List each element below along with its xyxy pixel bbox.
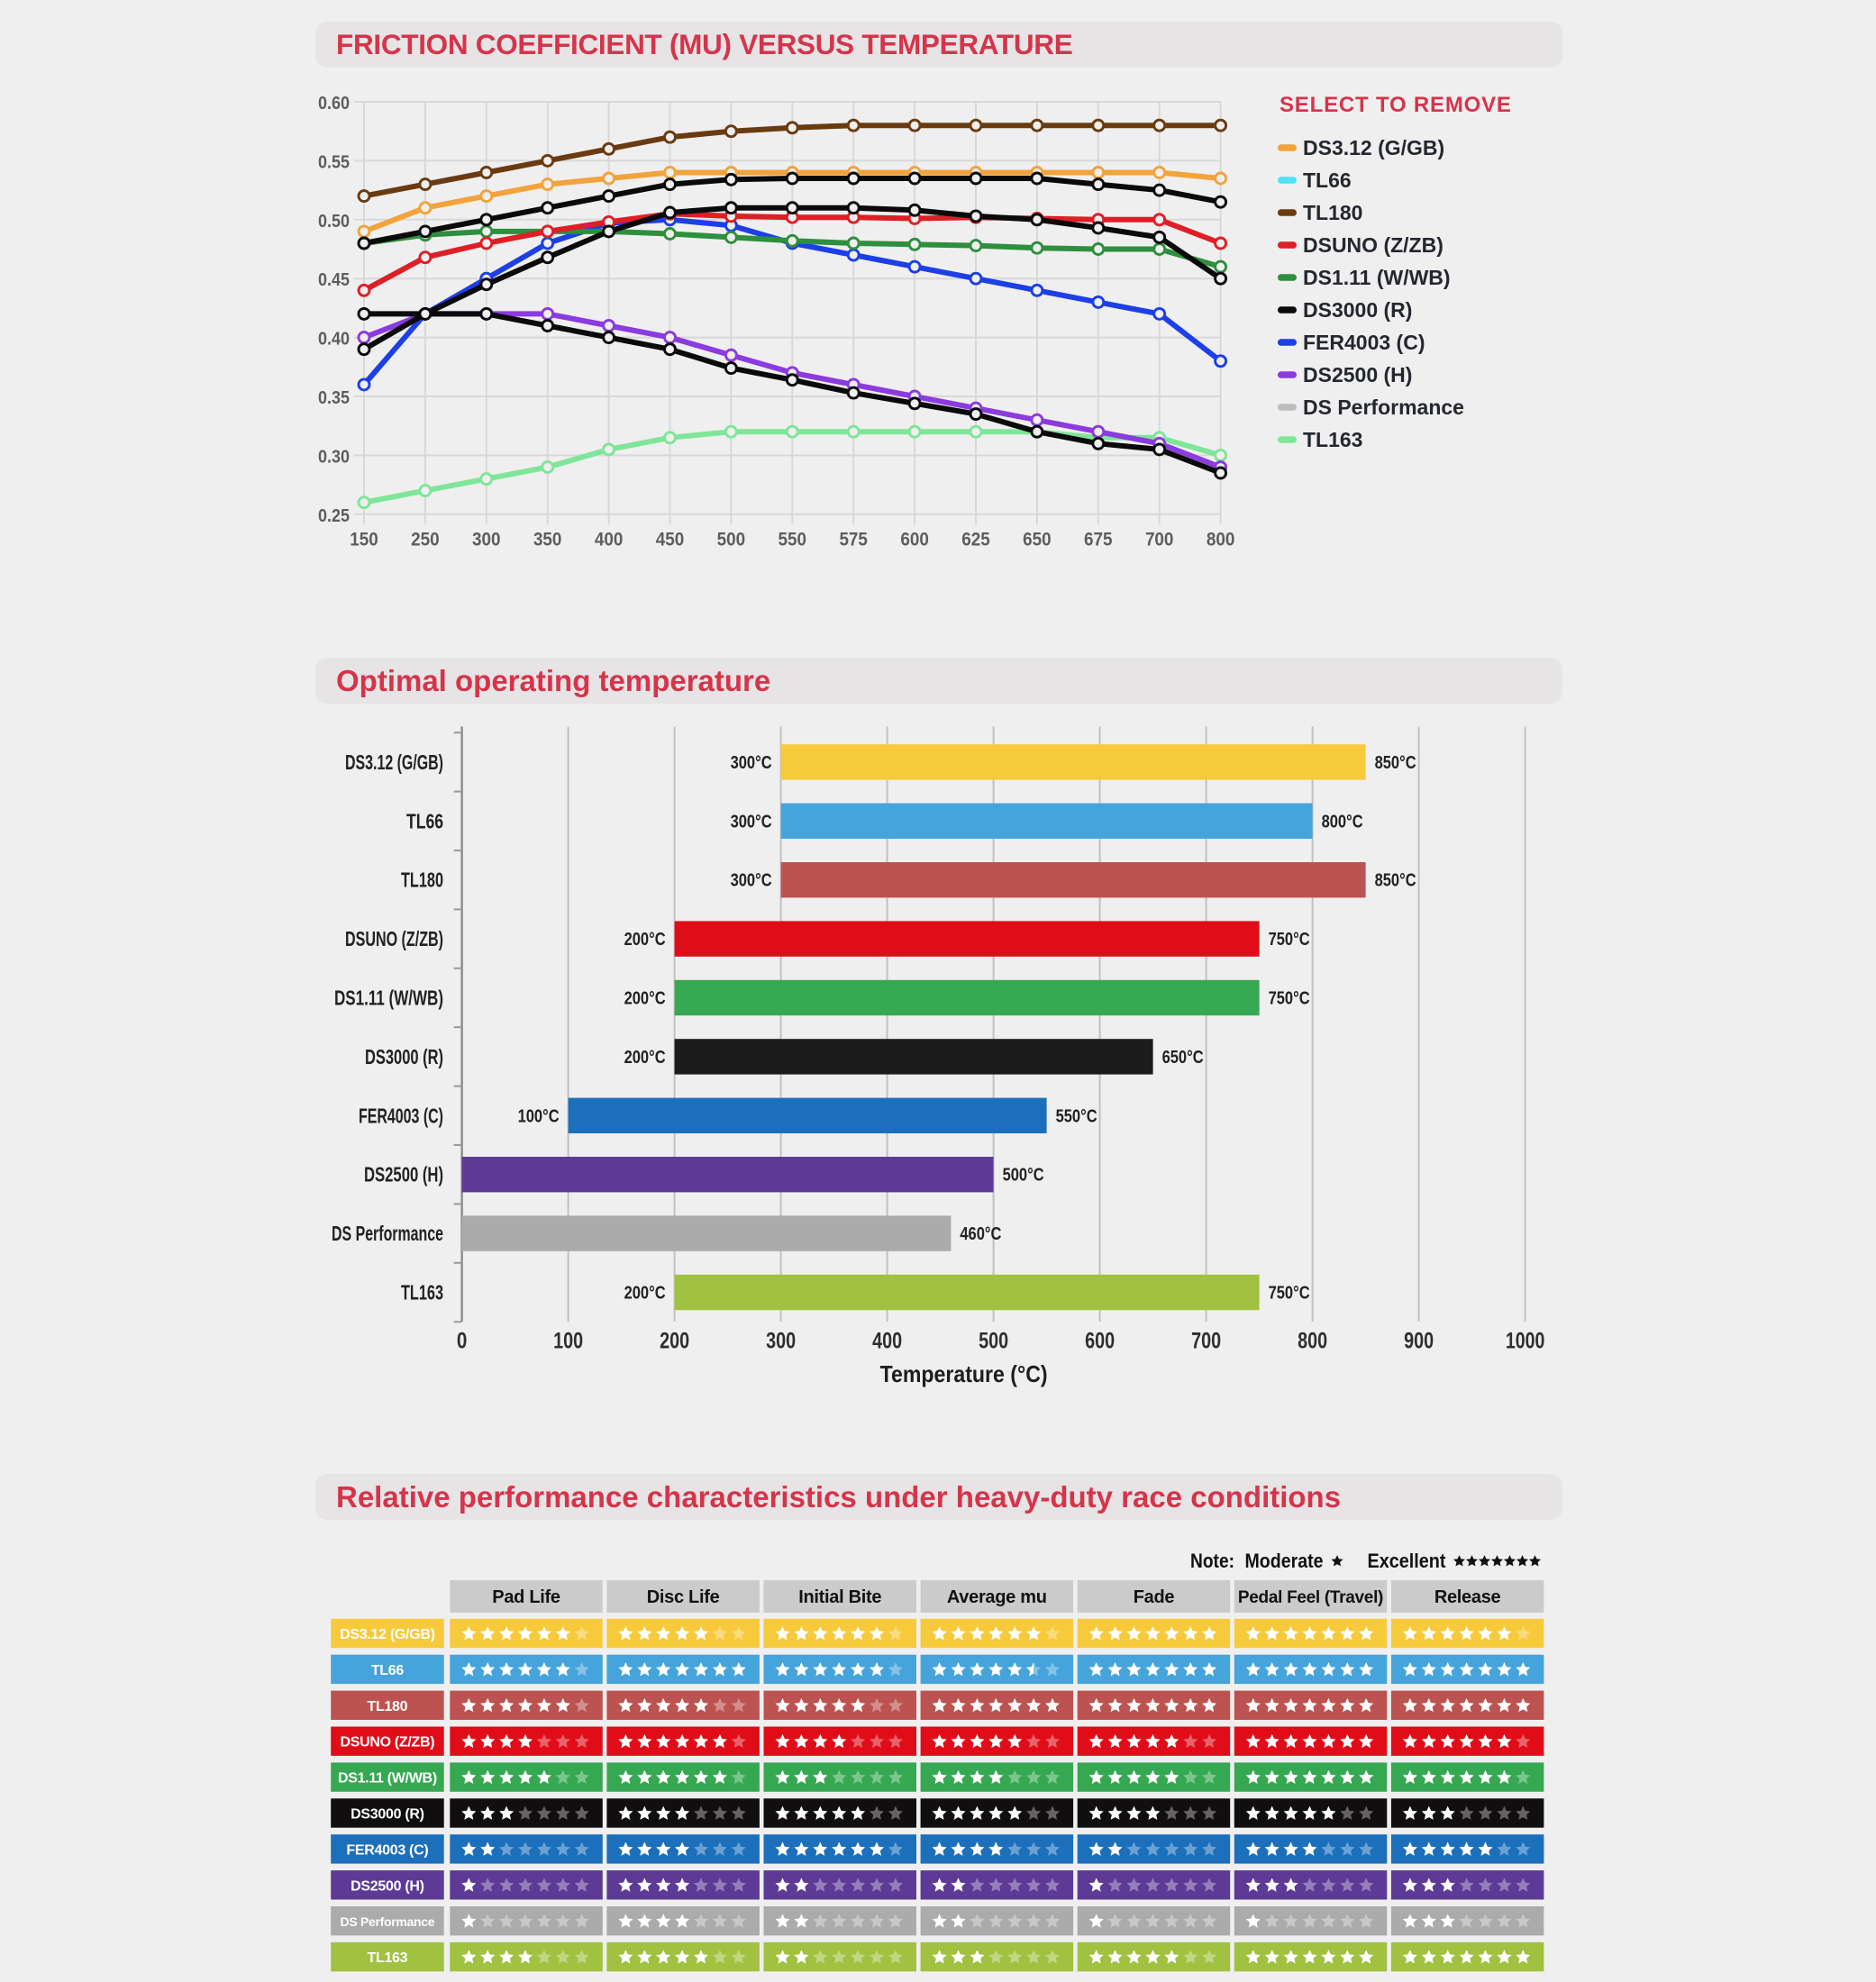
- svg-text:800: 800: [1298, 1329, 1327, 1354]
- svg-text:TL180: TL180: [1303, 201, 1362, 224]
- svg-text:250: 250: [411, 529, 440, 550]
- svg-text:800: 800: [1207, 529, 1235, 550]
- svg-text:500°C: 500°C: [1003, 1166, 1044, 1186]
- svg-text:800°C: 800°C: [1322, 812, 1363, 832]
- svg-text:Fade: Fade: [1134, 1587, 1175, 1607]
- svg-text:DS2500 (H): DS2500 (H): [1303, 363, 1412, 386]
- svg-text:200°C: 200°C: [624, 1048, 666, 1068]
- svg-text:Release: Release: [1434, 1587, 1501, 1607]
- svg-text:TL163: TL163: [1303, 428, 1362, 451]
- svg-text:TL163: TL163: [368, 1950, 408, 1966]
- svg-text:750°C: 750°C: [1269, 1284, 1310, 1304]
- svg-text:Pedal Feel (Travel): Pedal Feel (Travel): [1238, 1588, 1383, 1607]
- svg-text:200°C: 200°C: [624, 1284, 666, 1304]
- svg-text:400: 400: [872, 1329, 902, 1354]
- svg-text:650°C: 650°C: [1162, 1048, 1204, 1068]
- svg-text:DS Performance: DS Performance: [341, 1914, 435, 1929]
- svg-text:0.45: 0.45: [318, 270, 350, 290]
- svg-text:100: 100: [553, 1329, 583, 1354]
- svg-text:575: 575: [839, 529, 868, 550]
- svg-text:0.50: 0.50: [318, 212, 350, 232]
- svg-text:0.60: 0.60: [318, 94, 350, 114]
- svg-text:550: 550: [779, 529, 807, 550]
- svg-text:300°C: 300°C: [731, 812, 772, 832]
- svg-text:1000: 1000: [1506, 1329, 1545, 1354]
- svg-text:460°C: 460°C: [960, 1224, 1001, 1244]
- svg-text:TL180: TL180: [401, 868, 443, 892]
- svg-text:Excellent: Excellent: [1368, 1550, 1447, 1572]
- svg-text:0: 0: [457, 1329, 468, 1354]
- svg-text:850°C: 850°C: [1375, 753, 1416, 773]
- svg-text:FER4003 (C): FER4003 (C): [346, 1842, 428, 1858]
- svg-text:DS3000 (R): DS3000 (R): [351, 1807, 423, 1823]
- svg-text:200°C: 200°C: [624, 930, 666, 950]
- svg-text:Disc Life: Disc Life: [647, 1587, 720, 1607]
- svg-text:TL66: TL66: [371, 1663, 405, 1678]
- svg-text:0.25: 0.25: [318, 506, 350, 526]
- svg-text:450: 450: [656, 529, 685, 550]
- svg-text:DS Performance: DS Performance: [332, 1222, 443, 1245]
- svg-text:600: 600: [1085, 1329, 1115, 1354]
- svg-text:DS3.12 (G/GB): DS3.12 (G/GB): [1303, 136, 1444, 159]
- svg-text:Temperature (°C): Temperature (°C): [880, 1360, 1048, 1387]
- svg-text:DSUNO (Z/ZB): DSUNO (Z/ZB): [345, 927, 443, 950]
- svg-text:500: 500: [979, 1329, 1008, 1354]
- svg-text:0.30: 0.30: [318, 447, 350, 467]
- svg-text:DS1.11 (W/WB): DS1.11 (W/WB): [334, 986, 443, 1010]
- svg-text:FER4003 (C): FER4003 (C): [359, 1104, 443, 1127]
- svg-text:200°C: 200°C: [624, 989, 666, 1009]
- svg-text:300: 300: [766, 1329, 796, 1354]
- svg-text:DS Performance: DS Performance: [1303, 395, 1464, 419]
- svg-text:DSUNO (Z/ZB): DSUNO (Z/ZB): [340, 1735, 434, 1750]
- svg-text:750°C: 750°C: [1269, 989, 1310, 1009]
- svg-text:100°C: 100°C: [518, 1106, 560, 1126]
- svg-text:0.35: 0.35: [318, 388, 350, 408]
- svg-text:Initial Bite: Initial Bite: [798, 1587, 881, 1607]
- svg-text:TL66: TL66: [406, 809, 443, 832]
- svg-text:DSUNO (Z/ZB): DSUNO (Z/ZB): [1303, 233, 1443, 257]
- svg-text:FER4003 (C): FER4003 (C): [1303, 331, 1425, 354]
- svg-text:SELECT TO REMOVE: SELECT TO REMOVE: [1280, 93, 1512, 117]
- svg-text:TL180: TL180: [368, 1699, 408, 1714]
- svg-text:DS1.11 (W/WB): DS1.11 (W/WB): [1303, 266, 1451, 289]
- svg-text:675: 675: [1084, 529, 1113, 550]
- svg-text:Moderate: Moderate: [1245, 1550, 1324, 1572]
- svg-text:900: 900: [1404, 1329, 1434, 1354]
- svg-text:DS1.11 (W/WB): DS1.11 (W/WB): [338, 1771, 437, 1787]
- svg-text:DS3.12 (G/GB): DS3.12 (G/GB): [340, 1627, 434, 1642]
- svg-text:300: 300: [472, 529, 501, 550]
- svg-text:DS2500 (H): DS2500 (H): [351, 1878, 423, 1894]
- svg-text:DS2500 (H): DS2500 (H): [364, 1163, 443, 1186]
- svg-text:DS3.12 (G/GB): DS3.12 (G/GB): [345, 750, 443, 774]
- svg-text:500: 500: [717, 529, 746, 550]
- svg-text:300°C: 300°C: [731, 871, 772, 891]
- svg-text:625: 625: [961, 529, 990, 550]
- svg-text:Pad Life: Pad Life: [492, 1587, 560, 1607]
- svg-text:750°C: 750°C: [1269, 930, 1310, 950]
- svg-text:600: 600: [900, 529, 929, 550]
- svg-text:700: 700: [1191, 1329, 1221, 1354]
- svg-text:TL163: TL163: [401, 1281, 443, 1305]
- svg-text:DS3000 (R): DS3000 (R): [1303, 298, 1412, 322]
- svg-text:350: 350: [533, 529, 562, 550]
- svg-text:650: 650: [1023, 529, 1052, 550]
- svg-text:Average mu: Average mu: [947, 1587, 1047, 1607]
- svg-text:300°C: 300°C: [731, 753, 772, 773]
- svg-text:400: 400: [595, 529, 624, 550]
- svg-text:200: 200: [660, 1329, 689, 1354]
- svg-text:Note:: Note:: [1190, 1550, 1234, 1572]
- svg-text:150: 150: [350, 529, 378, 550]
- svg-text:0.40: 0.40: [318, 330, 350, 350]
- svg-text:0.55: 0.55: [318, 152, 350, 172]
- svg-text:550°C: 550°C: [1056, 1106, 1097, 1126]
- svg-text:TL66: TL66: [1303, 168, 1352, 192]
- svg-text:850°C: 850°C: [1375, 871, 1416, 891]
- svg-text:DS3000 (R): DS3000 (R): [365, 1045, 443, 1068]
- svg-text:700: 700: [1145, 529, 1174, 550]
